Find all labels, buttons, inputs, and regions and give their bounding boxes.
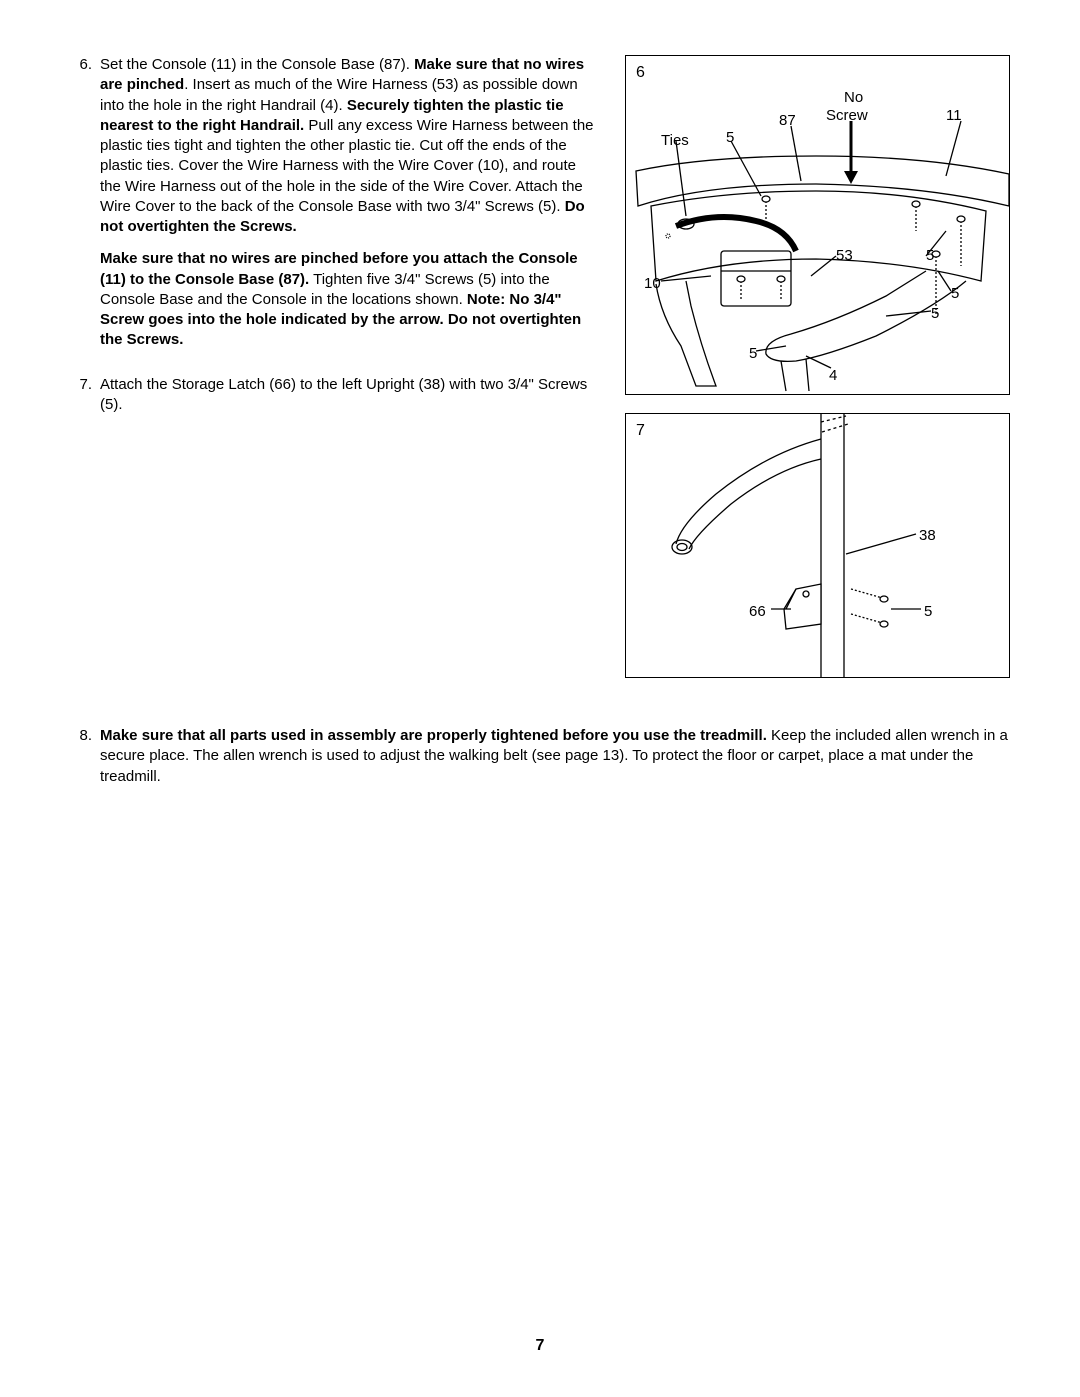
label-screw: Screw [826,106,868,126]
label-5: 5 [749,344,757,364]
step-body: Attach the Storage Latch (66) to the lef… [100,375,600,428]
label-5: 5 [726,128,734,148]
page-number: 7 [0,1335,1080,1357]
diagram-6: 6 [625,55,1010,395]
diagram-7: 7 [625,413,1010,678]
diagram-column: 6 [625,55,1010,696]
step-6-para-2: Make sure that no wires are pinched befo… [100,249,600,350]
label-5: 5 [931,304,939,324]
label-4: 4 [829,366,837,386]
step-number: 6. [70,55,100,363]
label-87: 87 [779,111,796,131]
label-10: 10 [644,274,661,294]
step-7-para-1: Attach the Storage Latch (66) to the lef… [100,375,600,416]
step-8-para-1: Make sure that all parts used in assembl… [100,726,1010,787]
label-ties: Ties [661,131,689,151]
label-38: 38 [919,526,936,546]
step-7: 7. Attach the Storage Latch (66) to the … [70,375,600,428]
label-5: 5 [924,602,932,622]
step-body: Set the Console (11) in the Console Base… [100,55,600,363]
text-bold: Make sure that all parts used in assembl… [100,727,767,744]
manual-page: 6. Set the Console (11) in the Console B… [0,0,1080,1397]
step-number: 7. [70,375,100,428]
text: Set the Console (11) in the Console Base… [100,56,414,73]
instruction-text-column: 6. Set the Console (11) in the Console B… [70,55,600,696]
step-number: 8. [70,726,100,799]
step-6-para-1: Set the Console (11) in the Console Base… [100,55,600,237]
label-66: 66 [749,602,766,622]
label-5: 5 [951,284,959,304]
step-body: Make sure that all parts used in assembl… [100,726,1010,799]
two-column-layout: 6. Set the Console (11) in the Console B… [70,55,1010,696]
label-11: 11 [946,106,962,126]
step-6: 6. Set the Console (11) in the Console B… [70,55,600,363]
label-5: 5 [926,246,934,266]
label-53: 53 [836,246,853,266]
diagram-7-svg [626,414,1011,679]
step-8: 8. Make sure that all parts used in asse… [70,726,1010,799]
